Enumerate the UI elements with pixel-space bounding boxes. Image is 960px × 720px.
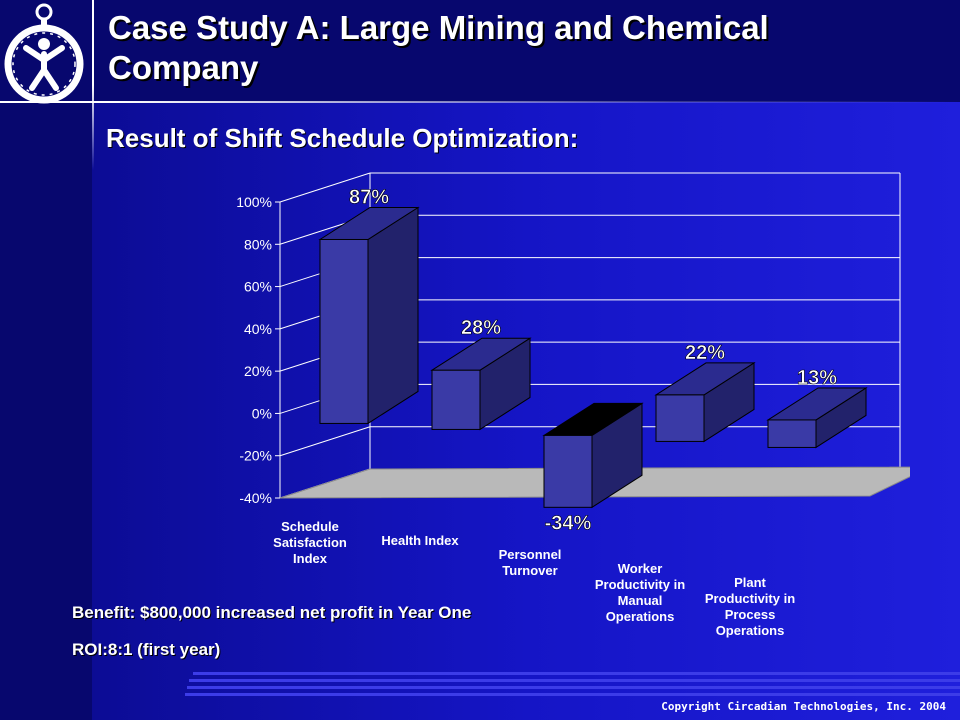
y-tick-label: -40% — [239, 490, 272, 506]
bar — [543, 434, 593, 508]
category-label: Health Index — [381, 533, 459, 548]
vertical-divider — [92, 0, 94, 170]
horizontal-divider — [0, 101, 960, 103]
slide-title: Case Study A: Large Mining and Chemical … — [108, 9, 769, 86]
bar-side — [367, 206, 419, 425]
bar — [655, 394, 705, 442]
copyright-text: Copyright Circadian Technologies, Inc. 2… — [661, 700, 946, 713]
bar — [319, 238, 369, 424]
y-tick-label: 40% — [244, 321, 272, 337]
data-label: 22% — [685, 342, 725, 364]
category-label: Turnover — [502, 563, 557, 578]
slide-subtitle: Result of Shift Schedule Optimization: — [106, 123, 579, 153]
left-band — [0, 0, 92, 720]
stopwatch-person-icon — [4, 3, 84, 104]
data-label: 13% — [797, 367, 837, 389]
category-label: Operations — [606, 609, 675, 624]
bar — [767, 419, 817, 448]
category-label: Worker — [618, 561, 663, 576]
category-label: Schedule — [281, 519, 339, 534]
y-tick-label: 20% — [244, 363, 272, 379]
category-label: Process — [725, 607, 776, 622]
header-band — [0, 0, 960, 102]
category-label: Personnel — [499, 547, 562, 562]
data-label: -34% — [545, 512, 592, 534]
category-label: Satisfaction — [273, 535, 347, 550]
data-label: 28% — [461, 317, 501, 339]
y-tick-label: 100% — [236, 194, 272, 210]
data-label: 87% — [349, 186, 389, 208]
y-tick-label: 0% — [252, 405, 272, 421]
category-label: Manual — [618, 593, 663, 608]
benefit-note: Benefit: $800,000 increased net profit i… — [72, 603, 472, 622]
bar-chart: 100%80%60%40%20%0%-20%-40%S187%28%-34%22… — [236, 172, 910, 638]
roi-note: ROI:8:1 (first year) — [72, 640, 221, 659]
category-label: Index — [293, 551, 328, 566]
category-label: Plant — [734, 575, 766, 590]
category-label: Operations — [716, 623, 785, 638]
bar — [431, 369, 481, 430]
decorative-stripes — [185, 672, 960, 696]
category-label: Productivity in — [705, 591, 795, 606]
y-tick-label: 80% — [244, 236, 272, 252]
category-label: Productivity in — [595, 577, 685, 592]
gridline-side — [279, 426, 371, 457]
y-tick-label: 60% — [244, 279, 272, 295]
y-tick-label: -20% — [239, 448, 272, 464]
gridline-side — [279, 172, 371, 203]
